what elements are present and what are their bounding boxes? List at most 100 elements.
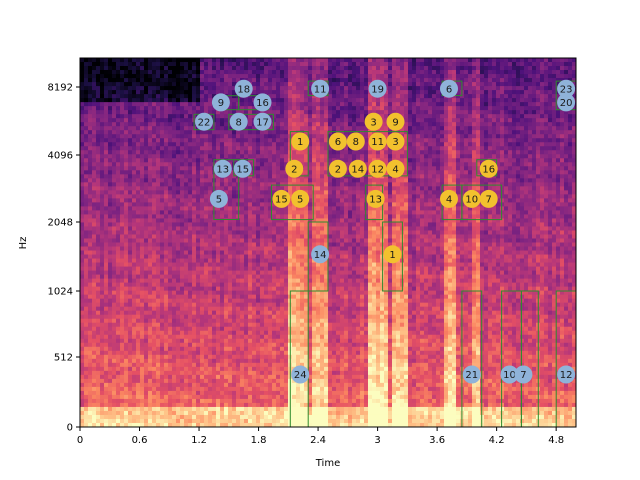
heatmap-cell xyxy=(240,406,245,412)
heatmap-cell xyxy=(196,230,201,236)
heatmap-cell xyxy=(148,58,153,63)
heatmap-cell xyxy=(176,294,181,300)
heatmap-cell xyxy=(184,342,189,348)
heatmap-cell xyxy=(248,94,253,99)
heatmap-cell xyxy=(192,270,197,276)
heatmap-cell xyxy=(268,394,273,400)
heatmap-cell xyxy=(108,398,113,404)
heatmap-cell xyxy=(220,142,225,147)
heatmap-cell xyxy=(144,414,149,420)
heatmap-cell xyxy=(180,258,185,264)
heatmap-cell xyxy=(220,322,225,328)
heatmap-cell xyxy=(212,250,217,256)
heatmap-cell xyxy=(140,382,145,388)
heatmap-cell xyxy=(108,74,113,79)
heatmap-cell xyxy=(124,414,129,420)
heatmap-cell xyxy=(292,422,297,427)
heatmap-cell xyxy=(280,142,285,147)
heatmap-cell xyxy=(296,82,301,87)
heatmap-cell xyxy=(180,362,185,368)
heatmap-cell xyxy=(160,286,165,292)
heatmap-cell xyxy=(140,390,145,396)
heatmap-cell xyxy=(92,214,97,220)
heatmap-cell xyxy=(260,242,265,248)
heatmap-cell xyxy=(116,326,121,332)
heatmap-cell xyxy=(92,146,97,151)
heatmap-cell xyxy=(180,398,185,404)
heatmap-cell xyxy=(168,90,173,95)
heatmap-cell xyxy=(108,402,113,408)
heatmap-cell xyxy=(244,314,249,320)
heatmap-cell xyxy=(220,74,225,79)
heatmap-cell xyxy=(232,190,237,195)
heatmap-cell xyxy=(132,274,137,280)
heatmap-cell xyxy=(200,422,205,427)
heatmap-cell xyxy=(104,62,109,67)
heatmap-cell xyxy=(188,146,193,151)
heatmap-cell xyxy=(168,190,173,195)
heatmap-cell xyxy=(260,378,265,384)
heatmap-cell xyxy=(264,62,269,67)
heatmap-cell xyxy=(260,66,265,71)
heatmap-cell xyxy=(140,178,145,183)
heatmap-cell xyxy=(252,194,257,199)
heatmap-cell xyxy=(136,270,141,276)
heatmap-cell xyxy=(216,254,221,260)
heatmap-cell xyxy=(152,194,157,199)
heatmap-cell xyxy=(228,402,233,408)
heatmap-cell xyxy=(164,102,169,107)
heatmap-cell xyxy=(232,98,237,103)
heatmap-cell xyxy=(136,154,141,159)
heatmap-cell xyxy=(228,154,233,159)
heatmap-cell xyxy=(272,158,277,163)
heatmap-cell xyxy=(256,298,261,304)
heatmap-cell xyxy=(240,74,245,79)
heatmap-cell xyxy=(80,398,85,404)
heatmap-cell xyxy=(292,218,297,224)
heatmap-cell xyxy=(100,230,105,236)
heatmap-cell xyxy=(124,122,129,127)
heatmap-cell xyxy=(168,354,173,360)
heatmap-cell xyxy=(92,74,97,79)
heatmap-cell xyxy=(260,390,265,396)
heatmap-cell xyxy=(168,78,173,83)
heatmap-cell xyxy=(168,74,173,79)
heatmap-cell xyxy=(100,178,105,183)
heatmap-cell xyxy=(228,370,233,376)
heatmap-cell xyxy=(200,142,205,147)
heatmap-cell xyxy=(164,366,169,372)
heatmap-cell xyxy=(188,130,193,135)
heatmap-cell xyxy=(104,406,109,412)
heatmap-cell xyxy=(208,274,213,280)
heatmap-cell xyxy=(96,394,101,400)
heatmap-cell xyxy=(192,366,197,372)
heatmap-cell xyxy=(108,218,113,224)
heatmap-cell xyxy=(88,370,93,376)
heatmap-cell xyxy=(264,234,269,240)
heatmap-cell xyxy=(144,274,149,280)
heatmap-cell xyxy=(168,170,173,175)
heatmap-cell xyxy=(128,366,133,372)
heatmap-cell xyxy=(168,154,173,159)
heatmap-cell xyxy=(260,266,265,272)
heatmap-cell xyxy=(112,246,117,252)
heatmap-cell xyxy=(260,370,265,376)
heatmap-cell xyxy=(164,238,169,244)
heatmap-cell xyxy=(152,346,157,352)
heatmap-cell xyxy=(104,198,109,203)
heatmap-cell xyxy=(128,198,133,203)
heatmap-cell xyxy=(248,282,253,288)
heatmap-cell xyxy=(84,150,89,155)
heatmap-cell xyxy=(108,226,113,232)
heatmap-cell xyxy=(124,134,129,139)
heatmap-cell xyxy=(208,190,213,195)
heatmap-cell xyxy=(144,310,149,316)
heatmap-cell xyxy=(220,386,225,392)
heatmap-cell xyxy=(256,274,261,280)
heatmap-cell xyxy=(108,138,113,143)
heatmap-cell xyxy=(252,330,257,336)
heatmap-cell xyxy=(128,226,133,232)
heatmap-cell xyxy=(216,90,221,95)
heatmap-cell xyxy=(216,82,221,87)
heatmap-cell xyxy=(148,110,153,115)
